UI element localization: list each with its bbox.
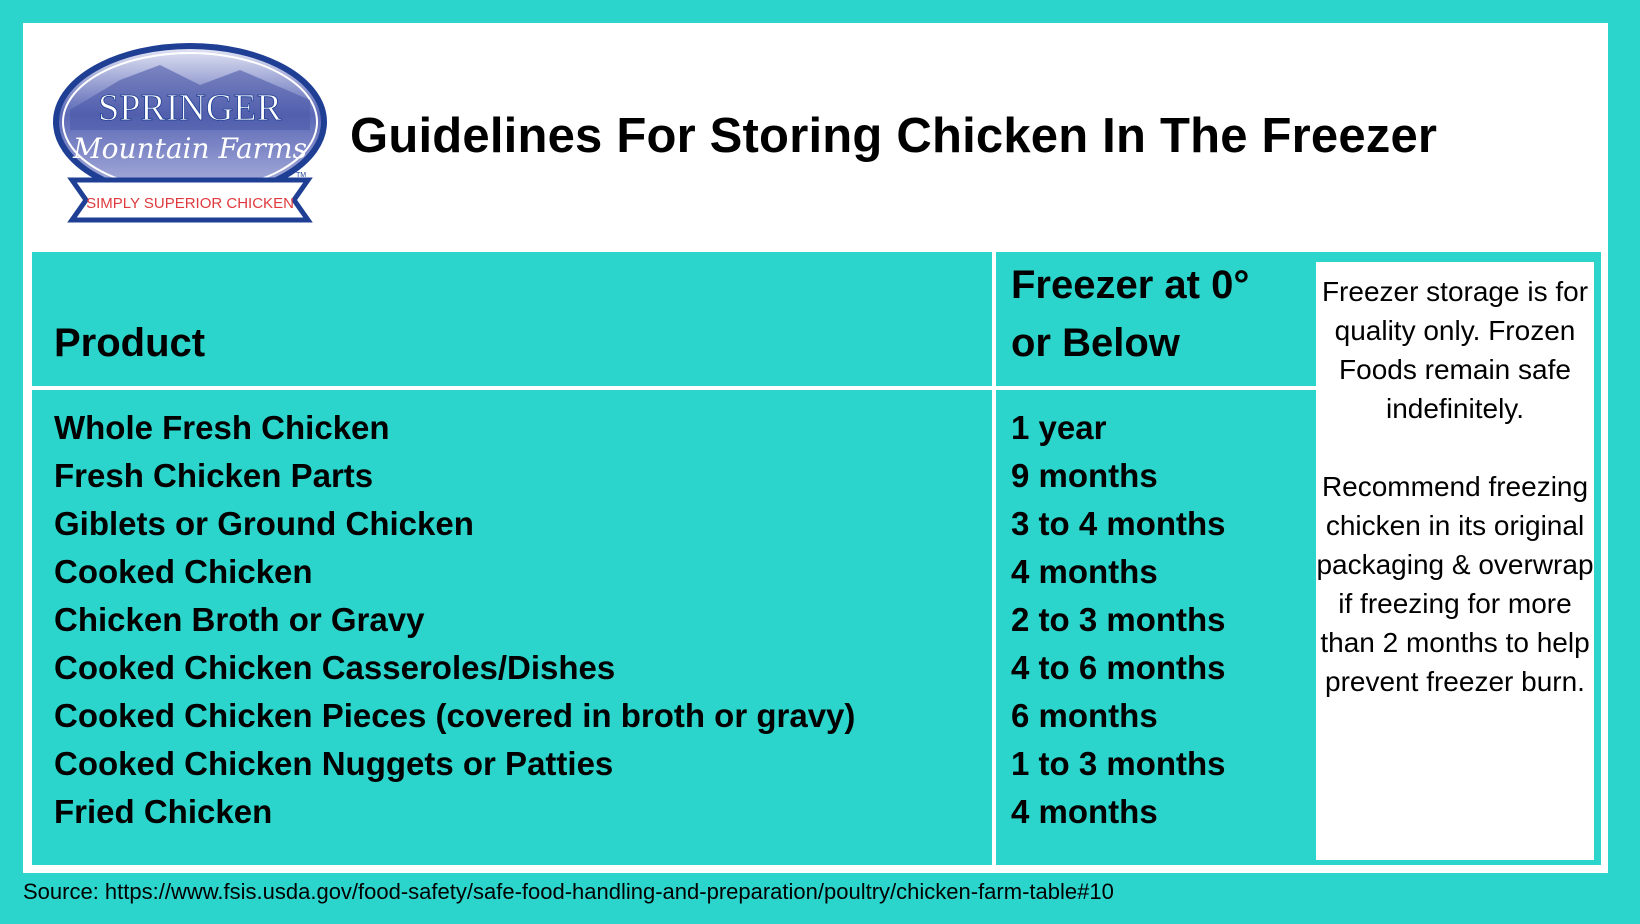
note-quality: Freezer storage is for quality only. Fro… xyxy=(1321,276,1589,424)
source-citation: Source: https://www.fsis.usda.gov/food-s… xyxy=(23,879,1114,904)
logo-tagline: SIMPLY SUPERIOR CHICKEN xyxy=(86,195,294,212)
page-title: Guidelines For Storing Chicken In The Fr… xyxy=(350,109,1438,163)
header-freezer-line1: Freezer at 0° xyxy=(1011,263,1250,307)
table-row-time: 4 to 6 months xyxy=(1011,649,1226,686)
springer-mountain-farms-logo: SPRINGER Mountain Farms SIMPLY SUPERIOR … xyxy=(53,43,327,223)
table-row-product: Cooked Chicken xyxy=(54,553,313,590)
column-divider xyxy=(992,252,996,865)
table-row-time: 2 to 3 months xyxy=(1011,601,1226,638)
table-row-time: 1 year xyxy=(1011,409,1107,446)
table-row-time: 3 to 4 months xyxy=(1011,505,1226,542)
table-row-time: 4 months xyxy=(1011,793,1158,830)
logo-trademark: TM xyxy=(296,172,306,179)
storage-note: Freezer storage is for quality only. Fro… xyxy=(1316,262,1594,860)
logo-text: SPRINGER xyxy=(98,87,282,129)
table-row-product: Fried Chicken xyxy=(54,793,273,830)
header-freezer-line2: or Below xyxy=(1011,321,1180,365)
logo-script-text: Mountain Farms xyxy=(72,132,307,165)
table-row-product: Giblets or Ground Chicken xyxy=(54,505,474,542)
table-row-product: Cooked Chicken Casseroles/Dishes xyxy=(54,649,616,686)
header-product: Product xyxy=(54,321,206,365)
header-divider xyxy=(32,386,1316,390)
product-column: Whole Fresh Chicken Fresh Chicken Parts … xyxy=(54,404,855,836)
storage-table: Product Freezer at 0° or Below Whole Fre… xyxy=(32,252,1601,865)
table-row-time: 4 months xyxy=(1011,553,1158,590)
time-column: 1 year 9 months 3 to 4 months 4 months 2… xyxy=(1011,404,1226,836)
table-row-product: Cooked Chicken Nuggets or Patties xyxy=(54,745,614,782)
table-row-product: Chicken Broth or Gravy xyxy=(54,601,425,638)
table-row-time: 6 months xyxy=(1011,697,1158,734)
table-row-product: Whole Fresh Chicken xyxy=(54,409,390,446)
header-freezer: Freezer at 0° or Below xyxy=(1011,256,1249,372)
note-recommendation: Recommend freezing chicken in its origin… xyxy=(1316,471,1594,697)
table-row-time: 1 to 3 months xyxy=(1011,745,1226,782)
table-row-product: Fresh Chicken Parts xyxy=(54,457,374,494)
table-row-product: Cooked Chicken Pieces (covered in broth … xyxy=(54,697,856,734)
table-row-time: 9 months xyxy=(1011,457,1158,494)
